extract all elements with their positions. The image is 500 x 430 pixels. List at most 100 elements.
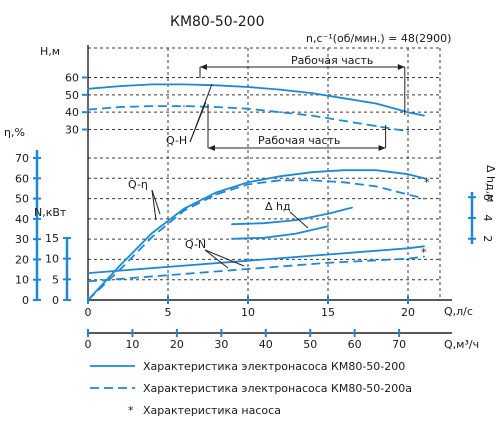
y-tick-label-eta-0: 0 xyxy=(22,294,29,307)
series-3-point-10 xyxy=(407,193,409,196)
series-2-point-1 xyxy=(119,264,121,267)
series-0-point-0 xyxy=(87,87,89,90)
legend-entry-solid: Характеристика электронасоса КМ80-50-200 xyxy=(143,360,405,373)
series-1-point-5 xyxy=(247,107,249,110)
series-line-0 xyxy=(87,83,425,117)
x-tick-label-m3h-0: 0 xyxy=(85,338,92,351)
series-3-point-2 xyxy=(151,236,153,239)
series-6-point-1 xyxy=(263,222,265,225)
y-tick-label-dh-2: 2 xyxy=(481,235,494,242)
series-0-point-1 xyxy=(119,85,121,88)
x-tick-label-ls-0: 0 xyxy=(85,306,92,319)
y-tick-label-eta-40: 40 xyxy=(15,213,29,226)
qn-leader-2 xyxy=(204,249,229,269)
y-tick-label-eta-20: 20 xyxy=(15,253,29,266)
series-line-6 xyxy=(231,206,353,226)
dh-leader xyxy=(289,211,309,229)
y-tick-label-h-60: 60 xyxy=(65,71,79,84)
series-4-point-3 xyxy=(327,253,329,256)
qn-label: Q-N xyxy=(185,238,206,251)
y-tick-label-eta-10: 10 xyxy=(15,274,29,287)
series-2-point-10 xyxy=(375,169,377,172)
series-6-point-0 xyxy=(231,223,233,226)
series-5-point-4 xyxy=(407,257,409,260)
series-1-point-0 xyxy=(87,108,89,111)
y-tick-label-n-15: 15 xyxy=(45,232,59,245)
y-axis-label-dh: Δ hд,м xyxy=(484,165,497,202)
series-2-point-11 xyxy=(407,173,409,176)
series-line-7 xyxy=(231,225,329,240)
x-tick-label-ls-15: 15 xyxy=(321,306,335,319)
series-3-point-8 xyxy=(343,181,345,184)
y-tick-label-n-0: 0 xyxy=(52,294,59,307)
x-tick-label-m3h-10: 10 xyxy=(125,338,139,351)
y-tick-label-h-40: 40 xyxy=(65,106,79,119)
series-0-point-11 xyxy=(423,114,425,117)
qeta-leader-2 xyxy=(151,189,157,221)
series-3-point-0 xyxy=(87,299,89,301)
x-tick-label-ls-5: 5 xyxy=(165,306,172,319)
legend-star-symbol: * xyxy=(128,404,134,417)
y-tick-label-dh-4: 4 xyxy=(481,215,494,222)
series-5-point-3 xyxy=(327,261,329,264)
y-tick-label-h-30: 30 xyxy=(65,124,79,137)
series-7-point-3 xyxy=(327,225,329,228)
series-1-point-4 xyxy=(215,106,217,108)
chart-annotations xyxy=(151,64,406,269)
work-zone-arrow-left xyxy=(200,64,207,70)
series-7-point-1 xyxy=(263,236,265,239)
y-axis-label-H: H,м xyxy=(40,45,60,58)
series-0-point-10 xyxy=(407,111,409,114)
star-marker-n: * xyxy=(421,246,427,259)
series-line-4 xyxy=(87,245,425,274)
chart-series xyxy=(87,83,425,301)
series-line-3 xyxy=(87,179,425,301)
series-0-point-3 xyxy=(183,83,185,86)
y-tick-label-eta-70: 70 xyxy=(15,152,29,165)
dh-curve-label: Δ hд xyxy=(265,200,291,213)
work-zone-a-label: Рабочая часть xyxy=(258,134,340,147)
speed-label: n,с⁻¹(об/мин.) = 48(2900) xyxy=(306,32,451,45)
x-tick-label-m3h-60: 60 xyxy=(348,338,362,351)
series-3-point-11 xyxy=(423,197,425,200)
series-1-point-1 xyxy=(119,106,121,108)
series-1-point-8 xyxy=(343,119,345,122)
series-2-point-9 xyxy=(359,169,361,172)
series-0-point-2 xyxy=(151,83,153,86)
series-3-point-5 xyxy=(247,183,249,186)
series-3-point-9 xyxy=(375,185,377,188)
chart-title: КМ80-50-200 xyxy=(170,14,264,30)
series-3-point-3 xyxy=(183,209,185,212)
y-axis-label-eta: η,% xyxy=(4,126,25,139)
x-axis-label-m3h: Q,м³/ч xyxy=(444,338,479,351)
series-0-point-7 xyxy=(311,92,313,94)
y-tick-label-eta-60: 60 xyxy=(15,172,29,185)
qh-label: Q-H xyxy=(166,134,187,147)
series-1-point-3 xyxy=(183,105,185,108)
legend-entry-star: Характеристика насоса xyxy=(143,404,281,417)
series-2-point-5 xyxy=(247,181,249,184)
series-5-point-0 xyxy=(87,280,89,283)
series-0-point-5 xyxy=(247,86,249,88)
y-tick-label-eta-50: 50 xyxy=(15,193,29,206)
series-5-point-5 xyxy=(423,255,425,258)
series-2-point-8 xyxy=(343,169,345,172)
work-zone-a-arrow-left xyxy=(208,145,215,151)
series-2-point-6 xyxy=(279,175,281,178)
x-tick-label-ls-10: 10 xyxy=(241,306,255,319)
series-7-point-2 xyxy=(295,232,297,235)
y-tick-label-h-50: 50 xyxy=(65,89,79,102)
series-4-point-5 xyxy=(423,245,425,248)
series-0-point-8 xyxy=(343,97,345,100)
x-tick-label-m3h-70: 70 xyxy=(392,338,406,351)
series-4-point-4 xyxy=(407,247,409,250)
series-2-point-2 xyxy=(151,232,153,234)
series-7-point-0 xyxy=(231,237,233,240)
series-2-point-7 xyxy=(311,171,313,174)
x-tick-label-m3h-30: 30 xyxy=(214,338,228,351)
series-4-point-2 xyxy=(247,259,249,262)
series-2-point-3 xyxy=(183,207,185,210)
series-1-point-9 xyxy=(375,125,377,127)
chart-legend: Характеристика электронасоса КМ80-50-200… xyxy=(90,360,412,417)
